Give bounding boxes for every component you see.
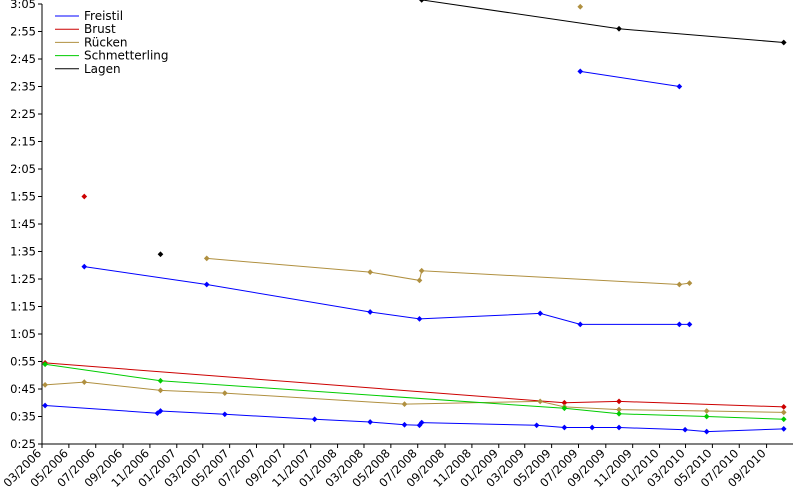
data-point-freistil — [157, 408, 164, 414]
data-point-r-cken — [157, 387, 164, 394]
series-line-lagen — [421, 0, 784, 43]
series-lagen — [157, 0, 787, 258]
series-line-freistil — [580, 70, 680, 87]
y-axis-ticks: 0:25 0:35 0:45 0:55 1:05 1:15 1:25 1:35 1:45 1:55… — [10, 0, 42, 451]
data-point-r-cken — [676, 281, 683, 288]
legend-item-lagen: Lagen — [55, 62, 121, 76]
series-r-cken — [42, 3, 787, 416]
legend-item-brust: Brust — [55, 22, 116, 36]
data-point-r-cken — [616, 406, 622, 413]
data-point-freistil — [676, 321, 683, 328]
data-point-schmetterling — [616, 410, 622, 417]
data-point-freistil — [589, 424, 595, 431]
data-point-freistil — [533, 422, 540, 429]
y-tick-label: 3:05 — [10, 0, 36, 11]
data-point-freistil — [577, 321, 584, 328]
y-tick-label: 1:25 — [10, 272, 36, 286]
data-point-r-cken — [416, 277, 423, 284]
data-point-r-cken — [537, 398, 543, 405]
data-point-freistil — [537, 310, 543, 317]
y-tick-label: 0:35 — [10, 410, 36, 424]
data-point-freistil — [418, 419, 425, 426]
data-point-freistil — [203, 281, 210, 288]
data-point-freistil — [616, 424, 622, 431]
legend-item-freistil: Freistil — [55, 9, 123, 23]
data-point-r-cken — [401, 401, 408, 407]
y-tick-label: 2:55 — [10, 25, 36, 39]
series-freistil — [42, 68, 787, 435]
data-point-r-cken — [418, 267, 425, 274]
data-point-freistil — [682, 426, 688, 433]
y-tick-label: 1:35 — [10, 245, 36, 259]
data-point-lagen — [157, 251, 164, 258]
series-layer — [42, 0, 787, 435]
data-point-r-cken — [703, 408, 710, 414]
data-point-brust — [561, 399, 568, 406]
data-point-brust — [616, 398, 622, 405]
y-tick-label: 0:55 — [10, 355, 36, 369]
data-point-freistil — [311, 416, 318, 423]
data-point-r-cken — [686, 280, 693, 286]
data-point-freistil — [703, 428, 710, 435]
y-tick-label: 2:35 — [10, 80, 36, 94]
y-tick-label: 2:25 — [10, 107, 36, 121]
data-point-freistil — [686, 321, 693, 328]
y-tick-label: 1:05 — [10, 327, 36, 341]
y-tick-label: 2:45 — [10, 52, 36, 66]
data-point-freistil — [577, 68, 584, 75]
series-line-r-cken — [45, 381, 784, 413]
y-tick-label: 2:15 — [10, 135, 36, 149]
y-tick-label: 2:05 — [10, 162, 36, 176]
series-brust — [42, 193, 787, 410]
data-point-lagen — [780, 39, 787, 46]
x-axis-ticks: 03/200605/200607/200609/200611/200601/20… — [0, 444, 769, 490]
y-tick-label: 0:25 — [10, 437, 36, 451]
y-tick-label: 1:15 — [10, 300, 36, 314]
data-point-brust — [780, 404, 787, 410]
legend-label: Brust — [84, 22, 116, 36]
legend-item-r-cken: Rücken — [55, 35, 128, 49]
y-tick-label: 0:45 — [10, 382, 36, 396]
data-point-freistil — [81, 263, 88, 270]
data-point-freistil — [221, 411, 228, 418]
legend-label: Schmetterling — [84, 49, 169, 63]
data-point-freistil — [676, 83, 683, 90]
data-point-r-cken — [81, 379, 88, 385]
legend-label: Lagen — [84, 62, 121, 76]
series-line-schmetterling — [45, 363, 784, 420]
legend-label: Freistil — [84, 9, 123, 23]
data-point-schmetterling — [780, 416, 787, 423]
y-tick-label: 1:45 — [10, 217, 36, 231]
series-line-freistil — [45, 405, 784, 433]
data-point-schmetterling — [157, 377, 164, 384]
data-point-freistil — [401, 421, 408, 428]
data-point-freistil — [367, 419, 373, 425]
data-point-brust — [81, 193, 88, 200]
data-point-r-cken — [221, 390, 228, 396]
series-line-r-cken — [206, 257, 690, 286]
data-point-freistil — [367, 309, 373, 315]
y-tick-label: 1:55 — [10, 190, 36, 204]
data-point-schmetterling — [703, 413, 710, 420]
series-line-brust — [45, 362, 784, 408]
data-point-r-cken — [203, 255, 210, 262]
data-point-lagen — [418, 0, 425, 3]
data-point-lagen — [616, 25, 622, 32]
series-line-freistil — [84, 266, 690, 325]
legend-item-schmetterling: Schmetterling — [55, 49, 169, 63]
axes — [41, 4, 793, 445]
legend-label: Rücken — [84, 35, 128, 49]
data-point-freistil — [416, 316, 423, 322]
data-point-r-cken — [367, 269, 373, 275]
data-point-r-cken — [577, 3, 584, 10]
data-point-freistil — [780, 426, 787, 432]
data-point-freistil — [561, 424, 568, 431]
data-point-r-cken — [42, 382, 48, 388]
data-point-schmetterling — [561, 405, 568, 412]
data-point-r-cken — [780, 409, 787, 416]
data-point-freistil — [42, 402, 48, 409]
